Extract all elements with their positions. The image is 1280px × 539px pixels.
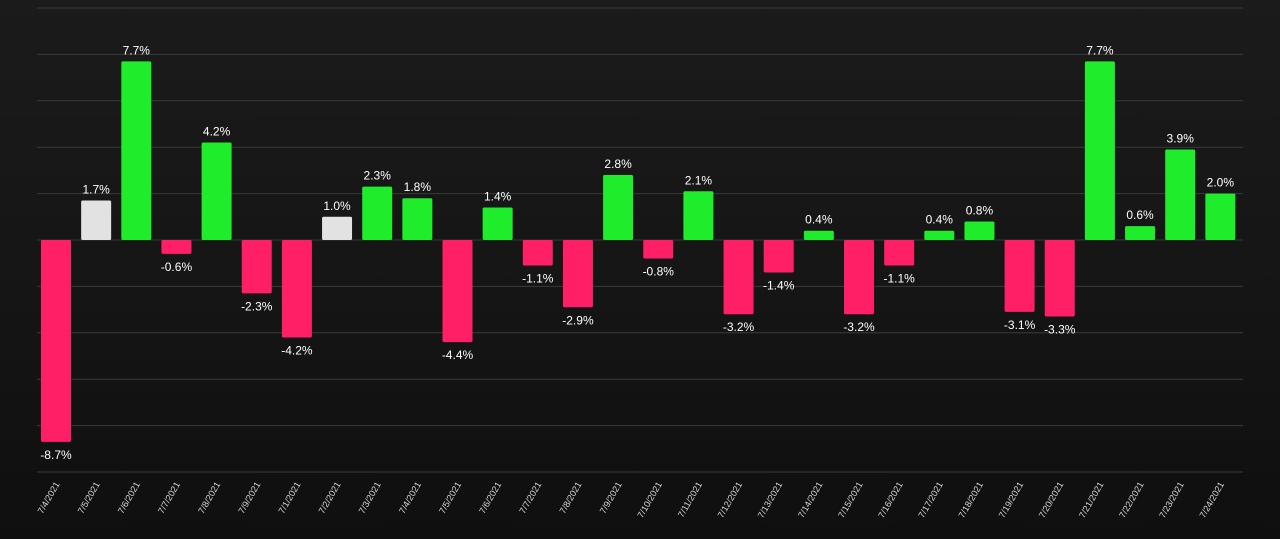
x-tick-label: 7/19/2021 [997, 480, 1026, 520]
x-tick-label: 7/16/2021 [876, 480, 905, 520]
bar [1165, 149, 1196, 240]
bar-value-label: 2.3% [364, 169, 392, 183]
x-tick-labels: 7/4/2021 7/5/2021 7/6/2021 7/7/2021 7/8/2021… [36, 480, 1227, 520]
x-tick-label: 7/5/2021 [76, 480, 102, 515]
x-tick-label: 7/1/2021 [276, 480, 302, 515]
bar [522, 240, 553, 266]
gridlines [37, 7, 1243, 473]
bar-value-label: -1.1% [522, 272, 554, 286]
bar-value-label: 7.7% [123, 43, 151, 57]
bar [402, 198, 433, 240]
x-tick-label: 7/6/2021 [116, 480, 142, 515]
bar-value-label: -3.2% [723, 320, 755, 334]
bar-value-label: 2.1% [685, 173, 713, 187]
bar [763, 240, 794, 273]
bar [81, 200, 112, 240]
bar [844, 240, 874, 315]
x-tick-label: 7/15/2021 [836, 480, 865, 520]
bar [41, 240, 71, 442]
bar-value-label: 2.8% [604, 157, 632, 171]
bar-value-label: -4.2% [281, 343, 313, 357]
bar-value-label: 3.9% [1167, 132, 1195, 146]
x-tick-label: 7/9/2021 [236, 480, 262, 515]
x-tick-label: 7/21/2021 [1077, 480, 1106, 520]
bar-value-label: 4.2% [203, 125, 231, 139]
bar-value-label: -8.7% [40, 448, 72, 462]
bar [201, 142, 232, 240]
bar [643, 240, 674, 259]
x-tick-label: 7/12/2021 [716, 480, 745, 520]
bar-value-label: -4.4% [442, 348, 474, 362]
value-labels: -8.7% 1.7% 7.7% -0.6% 4.2% -2.3% -4.2% 1.0% 2.3%… [40, 43, 1234, 461]
x-tick-label: 7/8/2021 [557, 480, 583, 515]
x-tick-label: 7/13/2021 [756, 480, 785, 520]
x-tick-label: 7/24/2021 [1197, 480, 1226, 520]
x-tick-label: 7/9/2021 [598, 480, 624, 515]
x-tick-label: 7/2/2021 [317, 480, 343, 515]
bar [161, 240, 192, 254]
bar-value-label: -2.3% [241, 299, 273, 313]
bar-value-label: 1.0% [323, 199, 351, 213]
bar [281, 240, 312, 338]
bar [1205, 193, 1236, 240]
bar [803, 230, 834, 240]
bar-value-label: -3.2% [843, 320, 875, 334]
bar [924, 230, 955, 240]
bar [1084, 61, 1115, 240]
bar [482, 207, 513, 240]
x-tick-label: 7/7/2021 [517, 480, 543, 515]
bar [121, 61, 152, 240]
bar [322, 216, 353, 240]
x-tick-label: 7/6/2021 [477, 480, 503, 515]
bar-value-label: 1.7% [82, 183, 110, 197]
bar [241, 240, 272, 294]
bar [683, 191, 714, 240]
bar-value-label: 2.0% [1207, 176, 1235, 190]
x-tick-label: 7/3/2021 [357, 480, 383, 515]
bar [362, 186, 393, 240]
bar [442, 240, 473, 343]
x-tick-label: 7/7/2021 [156, 480, 182, 515]
bar-value-label: -0.8% [643, 265, 675, 279]
x-tick-label: 7/11/2021 [676, 480, 704, 519]
x-tick-label: 7/4/2021 [36, 480, 62, 515]
bar-value-label: -1.4% [763, 278, 795, 292]
bar-value-label: 1.4% [484, 190, 512, 204]
x-tick-label: 7/20/2021 [1037, 480, 1066, 520]
x-tick-label: 7/18/2021 [956, 480, 985, 520]
bar [1125, 226, 1156, 240]
bar [964, 221, 995, 240]
x-tick-label: 7/5/2021 [437, 480, 463, 515]
bar-value-label: 0.6% [1126, 208, 1154, 222]
bar-value-label: 0.8% [966, 203, 994, 217]
bar-value-label: -2.9% [562, 313, 594, 327]
x-tick-label: 7/23/2021 [1157, 480, 1186, 520]
x-tick-label: 7/17/2021 [916, 480, 945, 520]
x-tick-label: 7/8/2021 [196, 480, 222, 515]
bar-value-label: 7.7% [1086, 43, 1114, 57]
bar-value-label: -0.6% [161, 260, 193, 274]
bar [603, 175, 634, 240]
bar [1044, 240, 1075, 317]
bar [562, 240, 593, 308]
x-tick-label: 7/14/2021 [796, 480, 825, 520]
bar-value-label: 0.4% [926, 213, 954, 227]
bar [884, 240, 915, 266]
x-tick-label: 7/22/2021 [1117, 480, 1146, 520]
bar-value-label: 1.8% [404, 180, 432, 194]
bar-value-label: -1.1% [883, 272, 915, 286]
bar-value-label: 0.4% [805, 213, 833, 227]
bar [723, 240, 754, 315]
x-tick-label: 7/10/2021 [635, 480, 664, 520]
x-tick-label: 7/4/2021 [397, 480, 423, 515]
bar [1004, 240, 1035, 312]
bar-value-label: -3.1% [1004, 318, 1036, 332]
bars [41, 61, 1236, 442]
bar-value-label: -3.3% [1044, 323, 1076, 337]
